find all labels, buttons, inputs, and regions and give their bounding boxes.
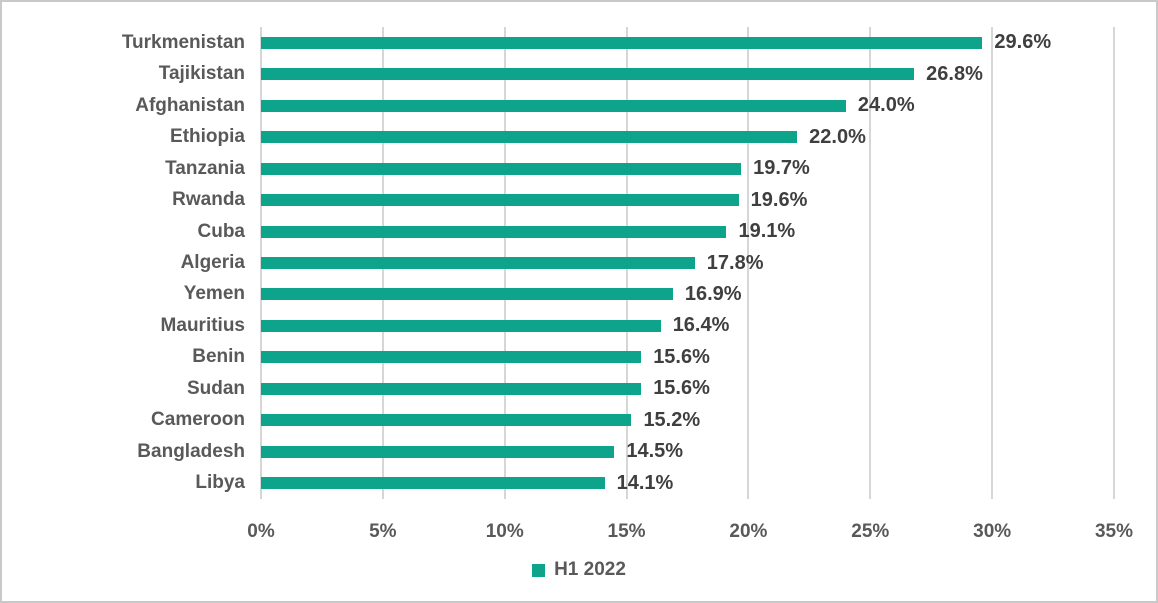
gridline: [869, 27, 872, 499]
bar-row: Libya 14.1%: [195, 468, 1114, 499]
x-axis: 0% 5% 10% 15% 20% 25% 30% 35%: [247, 499, 1133, 545]
category-label: Libya: [195, 472, 245, 494]
x-tick-label: 30%: [973, 521, 1012, 542]
bar: [261, 257, 695, 270]
gridline: [1113, 27, 1115, 499]
bar: [261, 477, 605, 490]
bar: [261, 131, 798, 144]
bar-row: Yemen 16.9%: [184, 279, 1114, 310]
category-label: Tajikistan: [158, 63, 245, 85]
value-label: 29.6%: [994, 31, 1052, 54]
value-label: 15.6%: [653, 345, 710, 368]
value-label: 14.1%: [616, 471, 674, 494]
x-tick-label: 5%: [369, 521, 397, 542]
legend-label: H1 2022: [554, 559, 626, 580]
category-label: Afghanistan: [135, 94, 245, 116]
category-label: Benin: [192, 346, 245, 368]
bar-row: Tajikistan 26.8%: [159, 58, 1114, 89]
bar: [261, 445, 615, 458]
bar-row: Mauritius 16.4%: [161, 310, 1114, 341]
x-tick-label: 0%: [247, 521, 275, 542]
bar-row: Tanzania 19.7%: [165, 153, 1114, 184]
value-label: 15.6%: [653, 377, 710, 400]
category-label: Ethiopia: [170, 126, 245, 148]
bar: [261, 68, 915, 81]
gridline: [991, 27, 994, 499]
gridline: [747, 27, 750, 499]
bar-row: Algeria 17.8%: [181, 247, 1114, 278]
x-tick-label: 10%: [485, 521, 524, 542]
bar: [261, 351, 642, 364]
value-label: 22.0%: [809, 125, 866, 148]
category-label: Rwanda: [172, 189, 245, 211]
value-label: 16.4%: [672, 314, 730, 337]
value-label: 26.8%: [926, 62, 983, 85]
bar-rows: Turkmenistan 29.6% Tajikistan 26.8% Afghanis…: [122, 27, 1114, 499]
bar-row: Cameroon 15.2%: [151, 405, 1114, 436]
bar: [261, 382, 642, 395]
category-label: Cuba: [197, 220, 246, 242]
bar-row: Bangladesh 14.5%: [137, 436, 1114, 467]
value-label: 19.1%: [738, 220, 796, 243]
x-tick-label: 15%: [607, 521, 646, 542]
value-label: 16.9%: [684, 282, 742, 305]
value-label: 19.7%: [753, 157, 810, 180]
bar-row: Cuba 19.1%: [198, 216, 1114, 247]
category-label: Bangladesh: [137, 440, 245, 462]
x-tick-label: 25%: [851, 521, 890, 542]
x-tick-label: 35%: [1094, 521, 1134, 542]
category-label: Yemen: [183, 283, 245, 305]
bar: [261, 36, 983, 49]
value-label: 24.0%: [857, 94, 915, 117]
value-label: 15.2%: [643, 408, 701, 431]
bar-row: Afghanistan 24.0%: [135, 90, 1114, 121]
value-label: 14.5%: [626, 440, 684, 463]
bar: [261, 99, 846, 112]
category-label: Tanzania: [165, 157, 245, 179]
bar-row: Ethiopia 22.0%: [170, 121, 1114, 152]
legend: H1 2022: [2, 559, 1156, 581]
bar: [261, 162, 742, 175]
legend-swatch-icon: [532, 563, 546, 577]
bar-row: Rwanda 19.6%: [172, 184, 1114, 215]
x-tick-label: 20%: [729, 521, 768, 542]
bar: [261, 319, 661, 332]
category-label: Sudan: [186, 377, 245, 399]
bar-row: Sudan 15.6%: [187, 373, 1114, 404]
category-label: Cameroon: [151, 409, 245, 431]
bar: [261, 194, 739, 207]
bar: [261, 414, 632, 427]
category-label: Mauritius: [160, 314, 245, 336]
value-label: 19.6%: [750, 188, 808, 211]
bar-row: Benin 15.6%: [192, 342, 1114, 373]
bar: [261, 225, 727, 238]
bar-row: Turkmenistan 29.6%: [122, 27, 1114, 58]
plot-area: Turkmenistan 29.6% Tajikistan 26.8% Afghanis…: [122, 27, 1115, 499]
category-label: Turkmenistan: [121, 31, 245, 53]
bar: [261, 288, 673, 301]
category-label: Algeria: [180, 252, 245, 274]
value-label: 17.8%: [706, 251, 764, 274]
